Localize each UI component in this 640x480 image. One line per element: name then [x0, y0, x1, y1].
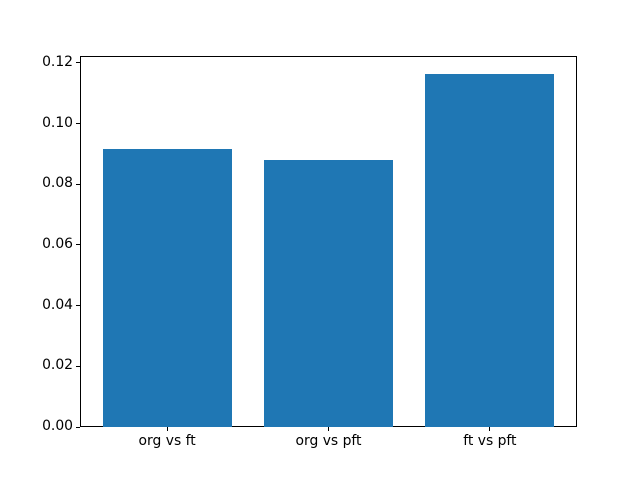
- y-tick-label: 0.02: [42, 357, 73, 374]
- x-tick-mark: [328, 427, 329, 431]
- y-tick-label: 0.12: [42, 54, 73, 71]
- y-tick-label: 0.00: [42, 418, 73, 435]
- x-tick-label: ft vs pft: [463, 433, 517, 449]
- y-tick-label: 0.08: [42, 175, 73, 192]
- y-tick-label: 0.06: [42, 236, 73, 253]
- y-tick-label: 0.04: [42, 296, 73, 313]
- x-tick-mark: [489, 427, 491, 431]
- x-tick-label: org vs pft: [295, 433, 362, 449]
- plot-area: [80, 56, 577, 427]
- y-tick-label: 0.10: [42, 114, 73, 131]
- x-tick-mark: [166, 427, 168, 431]
- x-tick-label: org vs ft: [138, 433, 196, 449]
